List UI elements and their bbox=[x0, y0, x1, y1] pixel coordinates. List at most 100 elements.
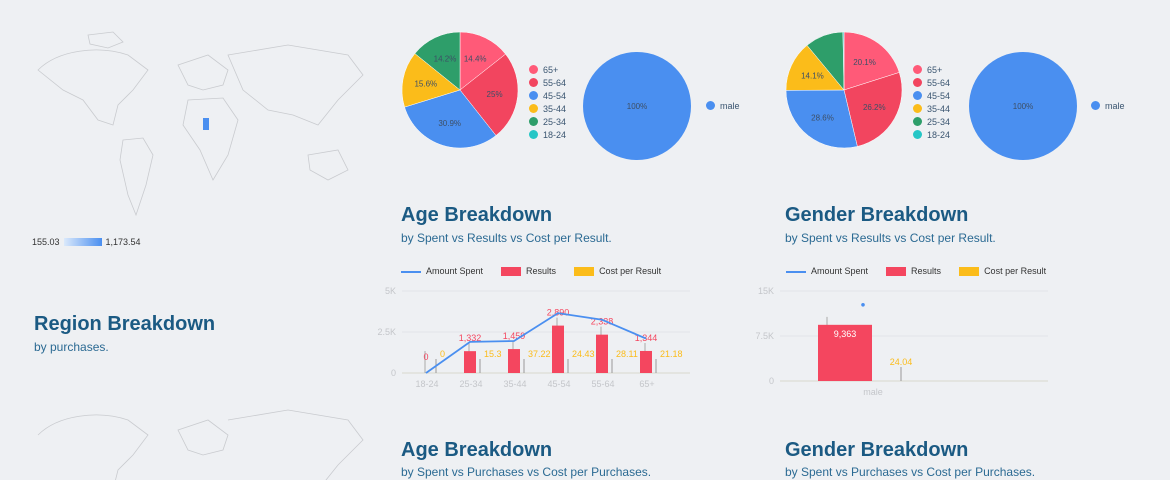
results-bar[interactable] bbox=[596, 334, 608, 373]
results-label: 1,459 bbox=[503, 331, 526, 341]
legend-item[interactable]: 35-44 bbox=[529, 102, 566, 115]
y-tick-label: 2.5K bbox=[377, 327, 396, 337]
legend-amount-spent[interactable]: Amount Spent bbox=[401, 266, 483, 276]
gender-pie-chart[interactable]: 100% bbox=[581, 50, 693, 162]
results-bar[interactable] bbox=[508, 349, 520, 373]
pie-slice-18-24[interactable] bbox=[842, 31, 845, 91]
age-purchases-title: Age Breakdown bbox=[401, 439, 553, 461]
pie-slice-male[interactable] bbox=[969, 52, 1077, 160]
cost-label: 24.43 bbox=[572, 349, 595, 359]
map-outline bbox=[37, 31, 364, 217]
legend-item[interactable]: 45-54 bbox=[913, 89, 950, 102]
legend-item[interactable]: 55-64 bbox=[913, 76, 950, 89]
age-pie-legend-2: 65+ 55-64 45-54 35-44 25-34 18-24 bbox=[913, 63, 950, 141]
legend-item[interactable]: male bbox=[706, 99, 740, 112]
age-breakdown-title: Age Breakdown bbox=[401, 204, 553, 226]
results-label: 2,338 bbox=[591, 317, 614, 327]
legend-results[interactable]: Results bbox=[501, 266, 556, 277]
x-tick-label: 25-34 bbox=[459, 379, 482, 389]
age-breakdown-subtitle: by Spent vs Results vs Cost per Result. bbox=[401, 231, 612, 245]
amount-spent-line[interactable] bbox=[425, 312, 647, 374]
legend-dot bbox=[913, 65, 922, 74]
gender-combo-chart[interactable]: 0 7.5K 15K 9,363 24.04 male bbox=[745, 280, 1065, 400]
legend-dot bbox=[529, 117, 538, 126]
gender-pie-legend-2: male bbox=[1091, 99, 1125, 112]
map-scale: 155.03 1,173.54 bbox=[32, 237, 141, 247]
pie-slice-65+[interactable] bbox=[459, 31, 506, 91]
legend-item[interactable]: 25-34 bbox=[529, 115, 566, 128]
results-bar[interactable] bbox=[552, 325, 564, 373]
legend-dot bbox=[529, 78, 538, 87]
legend-dot bbox=[529, 130, 538, 139]
gender-breakdown-subtitle: by Spent vs Results vs Cost per Result. bbox=[785, 231, 996, 245]
pie-label: 30.9% bbox=[438, 119, 461, 128]
age-purchases-subtitle: by Spent vs Purchases vs Cost per Purcha… bbox=[401, 465, 652, 479]
pie-label: 14.1% bbox=[801, 71, 824, 80]
x-tick-label: 45-54 bbox=[547, 379, 570, 389]
results-label: 9,363 bbox=[834, 329, 857, 339]
legend-amount-spent[interactable]: Amount Spent bbox=[786, 266, 868, 276]
legend-cost[interactable]: Cost per Result bbox=[574, 266, 661, 277]
pie-label: 14.2% bbox=[434, 55, 457, 64]
scale-gradient bbox=[63, 238, 102, 246]
age-pie-chart-2[interactable]: 20.1% 26.2% 28.6% 14.1% bbox=[784, 30, 904, 150]
legend-dot bbox=[529, 104, 538, 113]
legend-label: 55-64 bbox=[927, 77, 951, 88]
legend-item[interactable]: 25-34 bbox=[913, 115, 950, 128]
pie-label: 26.2% bbox=[863, 103, 886, 112]
legend-label: 18-24 bbox=[927, 129, 951, 140]
legend-item[interactable]: 18-24 bbox=[529, 128, 566, 141]
legend-item[interactable]: 45-54 bbox=[529, 89, 566, 102]
pie-slice-65+[interactable] bbox=[843, 31, 900, 91]
pie-slice-25-34[interactable] bbox=[414, 31, 461, 91]
legend-label: 25-34 bbox=[543, 116, 567, 127]
results-label: 1,332 bbox=[459, 333, 482, 343]
y-tick-label: 0 bbox=[391, 368, 396, 378]
region-map[interactable] bbox=[28, 30, 373, 230]
results-bar[interactable] bbox=[464, 351, 476, 373]
age-pie-legend: 65+ 55-64 45-54 35-44 25-34 18-24 bbox=[529, 63, 566, 141]
legend-cost[interactable]: Cost per Result bbox=[959, 266, 1046, 277]
scale-min: 155.03 bbox=[32, 237, 60, 247]
amount-spent-point[interactable] bbox=[861, 303, 865, 307]
legend-dot bbox=[529, 91, 538, 100]
pie-slice-male[interactable] bbox=[583, 52, 691, 160]
region-map-2[interactable] bbox=[28, 395, 373, 480]
gender-pie-legend: male bbox=[706, 99, 740, 112]
pie-slice-35-44[interactable] bbox=[401, 53, 461, 108]
pie-slice-35-44[interactable] bbox=[785, 44, 845, 91]
legend-item[interactable]: 18-24 bbox=[913, 128, 950, 141]
cost-label: 21.18 bbox=[660, 349, 683, 359]
x-tick-label: 18-24 bbox=[415, 379, 438, 389]
legend-results[interactable]: Results bbox=[886, 266, 941, 277]
legend-label: 45-54 bbox=[927, 90, 951, 101]
map-region-highlight[interactable] bbox=[203, 118, 209, 130]
legend-item[interactable]: male bbox=[1091, 99, 1125, 112]
pie-label: 100% bbox=[627, 102, 647, 111]
legend-dot bbox=[913, 117, 922, 126]
y-tick-label: 5K bbox=[385, 286, 396, 296]
results-bar[interactable] bbox=[640, 350, 652, 373]
legend-dot bbox=[913, 78, 922, 87]
pie-slice-55-64[interactable] bbox=[843, 72, 903, 147]
pie-label: 20.1% bbox=[853, 58, 876, 67]
results-bar[interactable] bbox=[818, 324, 872, 381]
cost-label: 24.04 bbox=[890, 357, 913, 367]
legend-item[interactable]: 65+ bbox=[529, 63, 566, 76]
legend-item[interactable]: 55-64 bbox=[529, 76, 566, 89]
legend-item[interactable]: 65+ bbox=[913, 63, 950, 76]
scale-max: 1,173.54 bbox=[105, 237, 141, 247]
pie-slice-45-54[interactable] bbox=[404, 89, 497, 149]
age-pie-chart[interactable]: 14.4% 25% 30.9% 15.6% 14.2% bbox=[400, 30, 520, 150]
legend-dot bbox=[706, 101, 715, 110]
y-tick-label: 15K bbox=[758, 286, 774, 296]
pie-slice-45-54[interactable] bbox=[785, 89, 858, 149]
legend-item[interactable]: 35-44 bbox=[913, 102, 950, 115]
gender-pie-chart-2[interactable]: 100% bbox=[967, 50, 1079, 162]
cost-label: 37.22 bbox=[528, 349, 551, 359]
legend-label: 18-24 bbox=[543, 129, 567, 140]
y-tick-label: 7.5K bbox=[755, 331, 774, 341]
pie-slice-55-64[interactable] bbox=[459, 53, 519, 136]
region-title: Region Breakdown bbox=[34, 313, 216, 335]
